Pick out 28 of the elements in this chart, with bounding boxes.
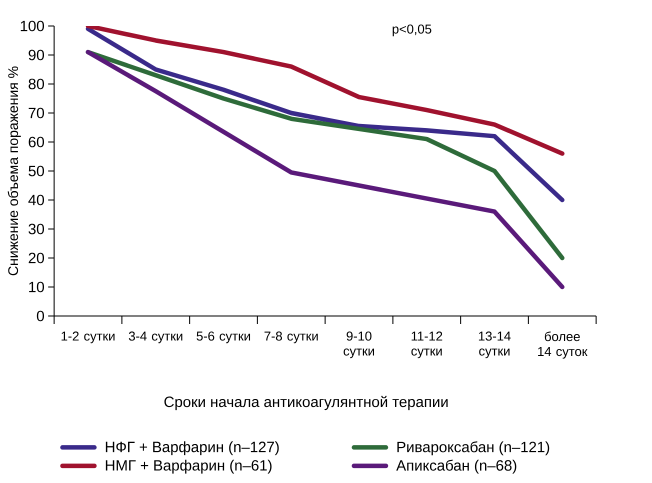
x-tick-label: 9-10 сутки [344, 332, 374, 358]
y-tick-label: 70 [28, 108, 44, 118]
x-tick-label: 3-4 сутки [128, 332, 182, 344]
x-axis-title: Сроки начала антикоагулянтной терапии [164, 396, 448, 410]
legend-label: Апиксабан (n–68) [396, 460, 516, 474]
y-tick-label: 10 [29, 282, 44, 292]
x-tick-label: 13-14 сутки [478, 332, 511, 358]
legend-label: НМГ + Варфарин (n–61) [106, 460, 272, 474]
x-tick-label: 1-2 сутки [62, 332, 115, 344]
y-tick-label: 20 [28, 252, 44, 264]
line-series [86, 26, 565, 202]
x-tick-label: 7-8 сутки [264, 332, 318, 344]
y-tick-label: 50 [28, 166, 44, 176]
y-tick-label: 30 [28, 224, 44, 234]
y-tick-label: 80 [28, 78, 44, 90]
x-tick-label: более 14 суток [538, 332, 588, 359]
x-tick-label: 11-12 сутки [411, 332, 442, 358]
annotation: p<0,05 [392, 24, 432, 36]
line-series [86, 26, 565, 156]
legend-label: Ривароксабан (n–121) [397, 441, 550, 456]
y-tick-label: 0 [36, 310, 44, 322]
y-axis-title: Снижение объема поражения % [8, 66, 21, 276]
legend-label: НФГ + Варфарин (n–127) [106, 441, 279, 456]
y-tick-label: 60 [28, 136, 44, 148]
y-tick-label: 40 [28, 194, 44, 206]
x-tick-label: 5-6 сутки [196, 332, 250, 344]
y-tick-label: 100 [20, 20, 44, 32]
y-tick-label: 90 [28, 50, 44, 60]
